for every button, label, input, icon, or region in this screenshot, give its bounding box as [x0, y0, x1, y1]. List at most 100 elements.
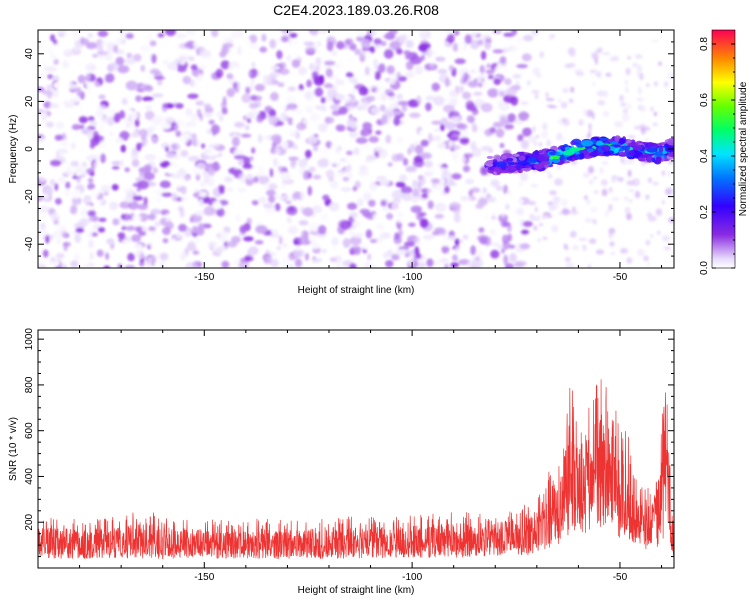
heatmap-cell	[386, 65, 395, 75]
heatmap-cell	[387, 162, 393, 167]
heatmap-cell	[376, 83, 388, 90]
heatmap-cell	[588, 179, 594, 185]
heatmap-cell	[637, 86, 642, 95]
heatmap-cell	[593, 176, 598, 180]
heatmap-cell	[303, 170, 310, 181]
heatmap-cell	[214, 247, 223, 254]
heatmap-cell	[365, 95, 376, 102]
heatmap-cell	[203, 206, 215, 216]
heatmap-cell	[534, 206, 538, 213]
heatmap-cell	[111, 166, 120, 170]
heatmap-cell	[185, 108, 193, 116]
heatmap-cell	[71, 196, 82, 205]
snr-series-path	[38, 379, 674, 560]
heatmap-cell	[650, 106, 654, 112]
heatmap-cell	[299, 75, 305, 80]
heatmap-cell	[402, 157, 409, 166]
heatmap-cell	[665, 187, 673, 196]
heatmap-cell	[187, 246, 198, 252]
heatmap-cell	[114, 49, 125, 55]
heatmap-cell	[151, 115, 164, 125]
heatmap-cell	[499, 116, 507, 126]
heatmap-cell	[357, 170, 369, 177]
heatmap-cell	[199, 198, 204, 207]
spectrogram-ylabel: Frequency (Hz)	[8, 115, 19, 184]
heatmap-cell	[48, 103, 60, 109]
heatmap-cell	[464, 178, 475, 185]
heatmap-cell	[379, 180, 390, 186]
heatmap-cell	[246, 217, 253, 225]
heatmap-cell	[420, 152, 432, 160]
heatmap-cell	[117, 65, 130, 74]
heatmap-cell	[336, 41, 345, 50]
heatmap-cell	[483, 213, 489, 221]
heatmap-cell	[531, 90, 540, 94]
spectrogram-xlabel: Height of straight line (km)	[298, 285, 415, 296]
heatmap-cell	[237, 45, 242, 56]
heatmap-cell	[608, 231, 613, 239]
heatmap-cell	[87, 32, 94, 39]
heatmap-cell	[144, 110, 155, 121]
heatmap-cell	[257, 134, 263, 143]
heatmap-cell	[586, 199, 591, 205]
heatmap-cell	[179, 251, 187, 261]
heatmap-cell	[559, 156, 566, 160]
heatmap-cell	[625, 86, 629, 94]
heatmap-cell	[460, 195, 470, 202]
heatmap-cell	[268, 183, 278, 190]
heatmap-cell	[298, 89, 303, 96]
heatmap-cell	[405, 165, 417, 173]
heatmap-cell	[242, 163, 253, 170]
heatmap-cell	[325, 141, 333, 149]
heatmap-cell	[640, 154, 648, 159]
heatmap-cell	[584, 195, 588, 201]
heatmap-cell	[516, 36, 524, 42]
heatmap-cell	[627, 135, 636, 139]
heatmap-cell	[52, 75, 60, 81]
heatmap-cell	[355, 128, 360, 134]
heatmap-cell	[520, 172, 529, 181]
heatmap-cell	[56, 121, 65, 130]
heatmap-cell	[231, 136, 240, 147]
heatmap-cell	[327, 88, 338, 97]
heatmap-cell	[441, 240, 454, 247]
heatmap-cell	[100, 184, 112, 193]
heatmap-cell	[498, 102, 510, 111]
heatmap-cell	[431, 135, 442, 142]
heatmap-cell	[453, 213, 461, 223]
heatmap-cell	[46, 90, 53, 99]
heatmap-cell	[520, 229, 530, 235]
heatmap-cell	[87, 116, 95, 122]
heatmap-cell	[300, 235, 310, 242]
heatmap-cell	[530, 30, 539, 36]
heatmap-cell	[312, 145, 319, 152]
heatmap-cell	[471, 123, 478, 133]
heatmap-cell	[274, 203, 281, 212]
heatmap-cell	[367, 253, 372, 261]
heatmap-cell	[330, 36, 335, 41]
heatmap-cell	[448, 179, 454, 185]
heatmap-cell	[74, 252, 81, 262]
colorbar-tick-label: 0.4	[699, 149, 710, 163]
heatmap-cell	[517, 180, 524, 188]
heatmap-cell	[478, 154, 490, 163]
heatmap-cell	[294, 245, 301, 252]
heatmap-cell	[478, 227, 485, 233]
heatmap-cell	[189, 145, 201, 151]
heatmap-cell	[292, 248, 304, 258]
heatmap-cell	[467, 80, 479, 88]
heatmap-cell	[200, 143, 206, 149]
heatmap-cell	[601, 161, 609, 165]
heatmap-cell	[509, 244, 516, 249]
heatmap-cell	[395, 249, 407, 256]
heatmap-cell	[588, 130, 592, 139]
colorbar: 0.0 0.2 0.4 0.6 0.8 Normalized spectral ampl…	[699, 29, 749, 275]
heatmap-cell	[286, 205, 298, 216]
heatmap-cell	[111, 184, 119, 191]
heatmap-cell	[293, 239, 299, 245]
heatmap-cell	[97, 227, 106, 233]
heatmap-cell	[463, 72, 469, 83]
heatmap-cell	[481, 145, 493, 152]
heatmap-cell	[383, 34, 395, 39]
heatmap-cell	[398, 76, 407, 82]
